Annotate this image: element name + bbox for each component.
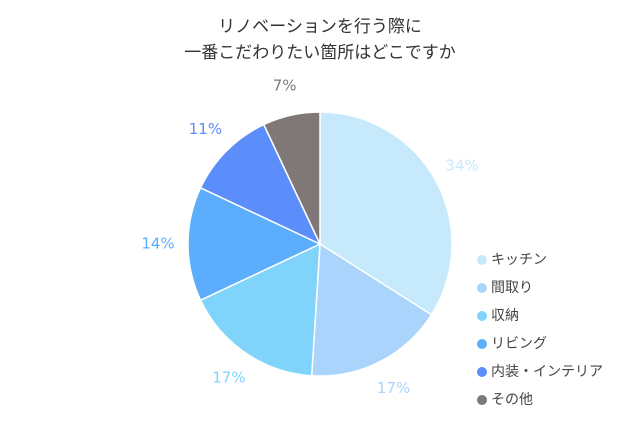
pie-slice <box>310 242 433 377</box>
legend-label: 間取り <box>491 280 533 296</box>
data-label: 34% <box>445 156 478 174</box>
pie-slice <box>199 123 322 246</box>
legend-label: リビング <box>491 336 547 352</box>
data-label: 17% <box>212 368 245 386</box>
pie-slice <box>187 186 322 302</box>
legend-marker <box>477 395 487 405</box>
legend-marker <box>477 339 487 349</box>
chart-title: リノベーションを行う際に <box>218 17 422 37</box>
legend-marker <box>477 255 487 265</box>
legend-label: 内装・インテリア <box>491 364 603 380</box>
data-label: 17% <box>377 379 410 397</box>
legend-marker <box>477 311 487 321</box>
pie-slice <box>199 242 321 377</box>
chart-title: 一番こだわりたい箇所はどこですか <box>184 43 456 63</box>
data-label: 14% <box>141 235 174 253</box>
pie-slice <box>319 111 453 316</box>
pie-slice <box>262 111 321 245</box>
legend-marker <box>477 283 487 293</box>
legend-label: 収納 <box>491 308 519 324</box>
legend-marker <box>477 367 487 377</box>
data-label: 11% <box>189 120 222 138</box>
legend-label: その他 <box>491 392 533 408</box>
data-label: 7% <box>273 76 297 94</box>
legend-label: キッチン <box>491 252 547 268</box>
